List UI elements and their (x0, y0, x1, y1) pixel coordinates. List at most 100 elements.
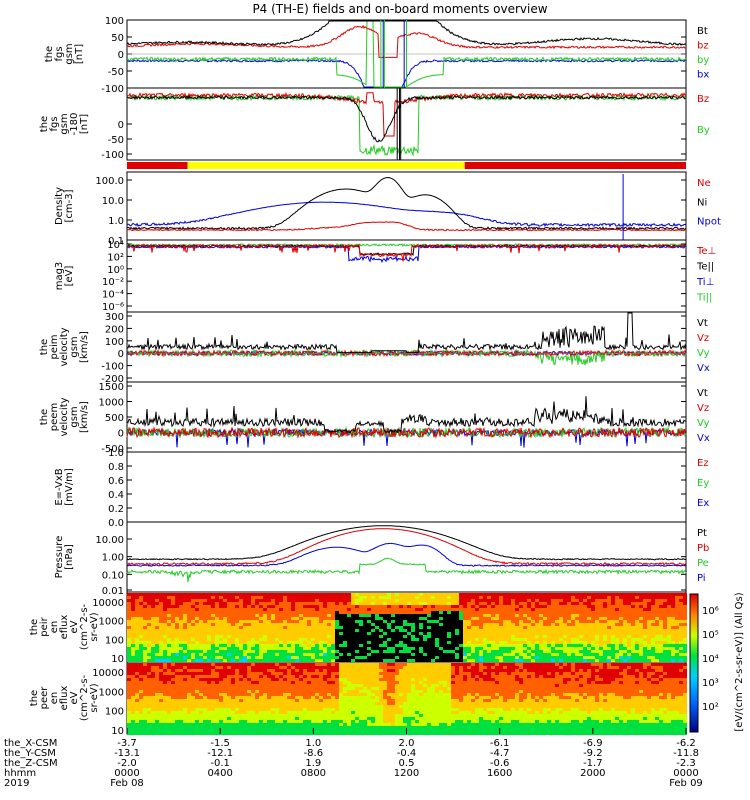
spectrogram-cell (191, 732, 195, 735)
spectrogram-cell (535, 641, 539, 644)
spectrogram-cell (291, 669, 295, 672)
spectrogram-cell (627, 608, 631, 611)
spectrogram-cell (203, 687, 207, 690)
spectrogram-cell (383, 599, 387, 602)
spectrogram-cell (667, 653, 671, 656)
spectrogram-cell (223, 720, 227, 723)
spectrogram-cell (191, 638, 195, 641)
spectrogram-cell (367, 599, 371, 602)
spectrogram-cell (211, 684, 215, 687)
spectrogram-cell (199, 620, 203, 623)
spectrogram-cell (303, 669, 307, 672)
spectrogram-cell (143, 632, 147, 635)
spectrogram-cell (507, 614, 511, 617)
panel-frame (126, 521, 687, 593)
spectrogram-cell (499, 593, 503, 596)
spectrogram-cell (603, 614, 607, 617)
spectrogram-cell (427, 599, 431, 602)
spectrogram-cell (215, 605, 219, 608)
spectrogram-cell (147, 602, 151, 605)
spectrogram-cell (387, 641, 391, 644)
spectrogram-cell (535, 605, 539, 608)
spectrogram-cell (511, 653, 515, 656)
spectrogram-cell (139, 617, 143, 620)
spectrogram-cell (459, 638, 463, 641)
spectrogram-cell (139, 611, 143, 614)
spectrogram-cell (239, 711, 243, 714)
spectrogram-cell (299, 702, 303, 705)
spectrogram-cell (407, 641, 411, 644)
spectrogram-cell (299, 635, 303, 638)
spectrogram-cell (135, 717, 139, 720)
spectrogram-cell (659, 611, 663, 614)
spectrogram-cell (603, 638, 607, 641)
spectrogram-cell (315, 684, 319, 687)
spectrogram-cell (675, 623, 679, 626)
spectrogram-cell (443, 611, 447, 614)
spectrogram-cell (407, 644, 411, 647)
spectrogram-cell (611, 623, 615, 626)
spectrogram-cell (679, 650, 683, 653)
spectrogram-cell (463, 629, 467, 632)
spectrogram-cell (227, 681, 231, 684)
spectrogram-cell (155, 687, 159, 690)
spectrogram-cell (431, 656, 435, 659)
spectrogram-cell (315, 690, 319, 693)
spectrogram-cell (267, 714, 271, 717)
spectrogram-cell (583, 650, 587, 653)
spectrogram-cell (591, 614, 595, 617)
spectrogram-cell (251, 684, 255, 687)
spectrogram-cell (519, 650, 523, 653)
spectrogram-cell (355, 623, 359, 626)
spectrogram-cell (139, 659, 143, 662)
spectrogram-cell (355, 708, 359, 711)
spectrogram-cell (519, 611, 523, 614)
spectrogram-cell (291, 647, 295, 650)
spectrogram-cell (283, 629, 287, 632)
spectrogram-cell (167, 599, 171, 602)
spectrogram-cell (523, 659, 527, 662)
spectrogram-cell (407, 629, 411, 632)
spectrogram-cell (639, 635, 643, 638)
spectrogram-cell (587, 653, 591, 656)
spectrogram-cell (379, 672, 383, 675)
spectrogram-cell (383, 593, 387, 596)
spectrogram-cell (683, 632, 687, 635)
spectrogram-cell (503, 602, 507, 605)
spectrogram-cell (131, 729, 135, 732)
spectrogram-cell (267, 690, 271, 693)
spectrogram-cell (275, 678, 279, 681)
spectrogram-cell (163, 632, 167, 635)
spectrogram-cell (311, 681, 315, 684)
spectrogram-cell (655, 608, 659, 611)
spectrogram-cell (219, 717, 223, 720)
spectrogram-cell (203, 650, 207, 653)
spectrogram-cell (375, 717, 379, 720)
spectrogram-cell (527, 608, 531, 611)
panel-frame (126, 311, 687, 383)
spectrogram-cell (175, 729, 179, 732)
spectrogram-cell (303, 690, 307, 693)
spectrogram-cell (159, 678, 163, 681)
spectrogram-cell (131, 650, 135, 653)
spectrogram-cell (659, 641, 663, 644)
spectrogram-cell (143, 638, 147, 641)
spectrogram-cell (519, 599, 523, 602)
spectrogram-cell (603, 611, 607, 614)
spectrogram-cell (251, 708, 255, 711)
spectrogram-cell (663, 653, 667, 656)
spectrogram-cell (175, 608, 179, 611)
spectrogram-cell (315, 623, 319, 626)
spectrogram-cell (267, 696, 271, 699)
spectrogram-cell (287, 663, 291, 666)
spectrogram-cell (399, 650, 403, 653)
spectrogram-cell (623, 608, 627, 611)
spectrogram-cell (339, 723, 343, 726)
spectrogram-cell (239, 666, 243, 669)
spectrogram-cell (403, 596, 407, 599)
spectrogram-cell (527, 635, 531, 638)
spectrogram-cell (211, 641, 215, 644)
spectrogram-cell (159, 675, 163, 678)
spectrogram-cell (287, 656, 291, 659)
spectrogram-cell (515, 596, 519, 599)
